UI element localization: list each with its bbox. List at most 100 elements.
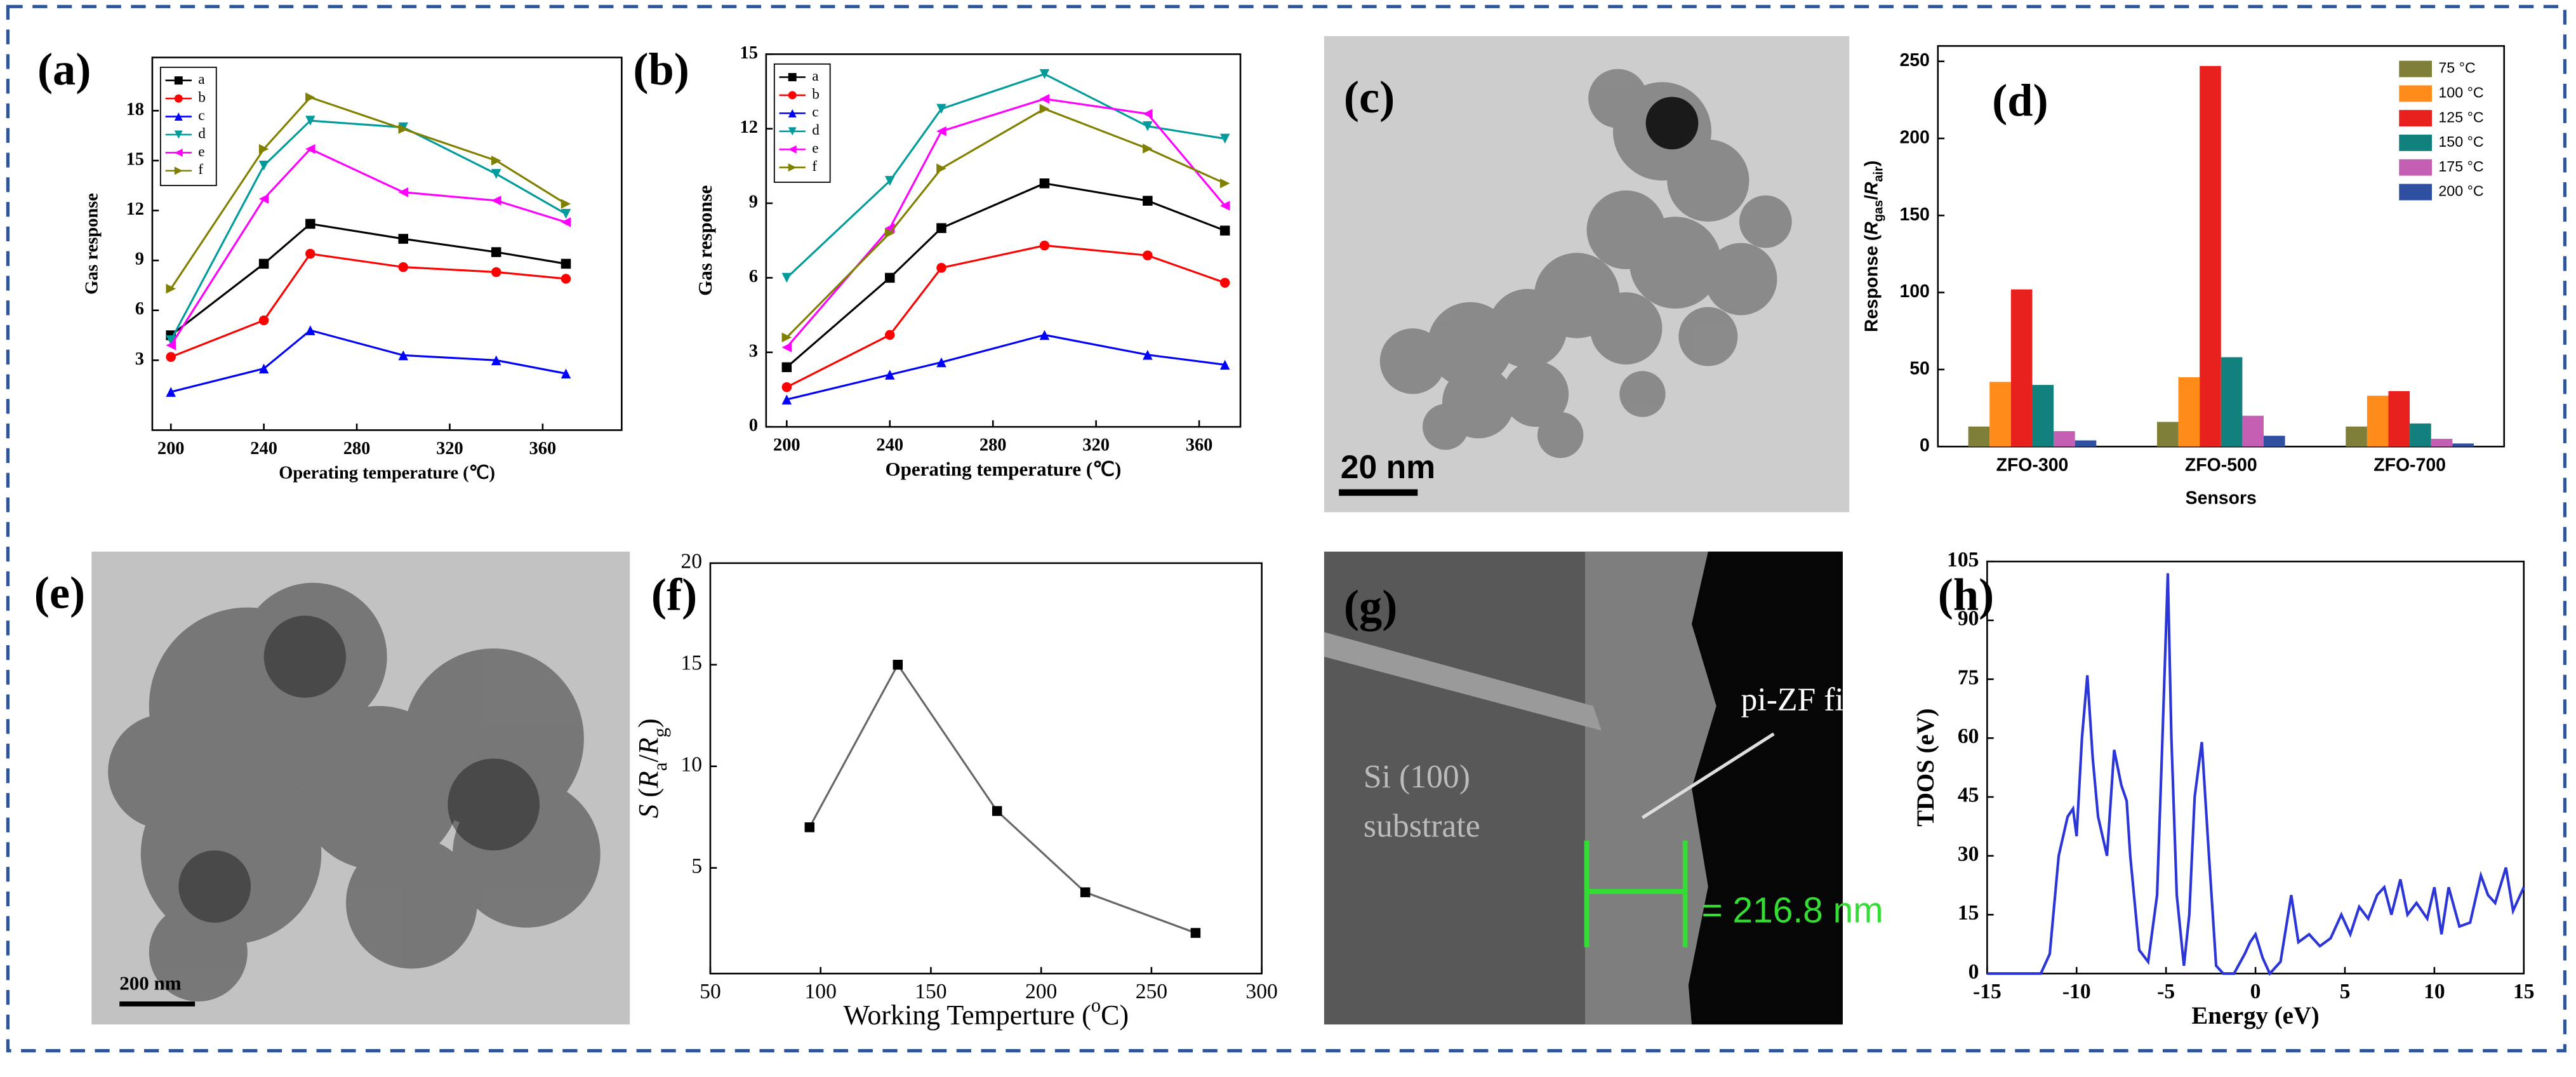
marker [781,362,792,373]
y-tick-label: 45 [1958,784,1979,807]
x-tick-label: ZFO-300 [1996,455,2069,476]
legend-label: 175 °C [2438,158,2483,175]
marker [1219,201,1230,211]
y-tick-label: 15 [1958,901,1979,925]
y-tick-label: 75 [1958,666,1979,689]
marker [166,387,176,397]
y-tick-label: 15 [126,149,144,169]
label-part: a [649,762,671,771]
x-tick-label: 15 [2513,980,2535,1003]
legend-label: 75 °C [2438,60,2475,76]
line [786,182,1226,368]
legend-marker [788,127,797,136]
image-label: substrate [1364,808,1480,844]
marker [885,176,895,186]
marker [1143,109,1153,119]
tem-image-e: 200 nm (e) [34,551,630,1025]
bar [2200,65,2221,447]
marker [1219,225,1230,236]
marker [936,223,946,233]
figure-border [6,4,2566,1053]
marker [1039,240,1050,251]
marker [1190,928,1201,938]
legend-marker [174,112,183,121]
marker [561,217,571,227]
legend-label: 200 °C [2438,183,2483,199]
legend-label: d [812,122,820,138]
y-tick-label: 0 [749,416,758,436]
marker [1039,104,1050,114]
marker [305,144,315,154]
x-tick-label: 200 [1025,980,1057,1003]
line [808,662,1196,934]
marker [1219,359,1230,370]
x-axis-label: Energy (eV) [2191,1002,2319,1029]
marker [1039,330,1050,340]
marker [491,355,501,366]
marker [781,272,792,283]
y-tick-label: 90 [1958,607,1979,631]
marker [258,315,269,326]
x-tick-label: -15 [1973,980,2002,1003]
bar [2054,431,2075,447]
marker [781,332,792,343]
line [786,333,1225,401]
y-axis-label: Response (Rgas/Rair) [1861,161,1886,332]
legend-swatch [2399,110,2432,127]
y-tick-label: 12 [126,199,144,219]
label-part: Working Temperture ( [843,1000,1091,1031]
marker [1080,887,1091,897]
legend-label: f [812,158,817,175]
label-part: ( [633,788,664,805]
x-tick-label: ZFO-500 [2185,455,2257,476]
marker [936,104,946,114]
marker [885,228,895,238]
marker [258,194,269,204]
marker [305,92,315,103]
x-tick-label: ZFO-700 [2374,455,2446,476]
x-tick-label: 360 [529,439,557,458]
legend-label: a [198,71,204,88]
y-tick-label: 6 [749,267,758,286]
panel-label: (d) [1992,74,2048,126]
y-tick-label: 6 [135,299,144,319]
marker [398,187,409,197]
marker [305,116,315,126]
marker [1039,178,1050,189]
y-tick-label: 105 [1947,548,1979,572]
bar [2156,422,2179,447]
y-tick-label: 150 [1899,204,1929,225]
bar [2388,391,2410,447]
y-tick-label: 0 [1969,960,1979,984]
x-tick-label: 100 [804,980,836,1003]
y-axis-label: S (Ra/Rg) [633,718,671,818]
legend-marker [174,76,183,85]
line [170,252,566,358]
x-tick-label: 320 [436,439,463,458]
marker [305,325,315,335]
x-tick-label: 0 [2250,980,2261,1003]
marker [166,352,176,362]
label-part: C) [1101,1000,1129,1031]
plot-frame [151,57,623,431]
marker [1219,133,1230,144]
x-tick-label: 360 [1186,436,1213,455]
label-part: S [633,805,664,819]
x-tick-label: 150 [915,980,946,1003]
marker [936,263,946,273]
marker [561,274,571,284]
legend-box [159,67,217,187]
legend-marker [174,130,183,139]
marker [258,144,269,154]
x-tick-label: 10 [2424,980,2445,1003]
label-part: / [633,754,664,762]
marker [1143,144,1153,154]
marker [258,363,269,374]
panel-label: (e) [34,567,85,619]
bar [2010,289,2033,447]
line [786,72,1225,279]
marker [258,258,269,269]
bar [2178,377,2200,447]
legend-label: e [198,144,204,160]
line [169,147,566,346]
